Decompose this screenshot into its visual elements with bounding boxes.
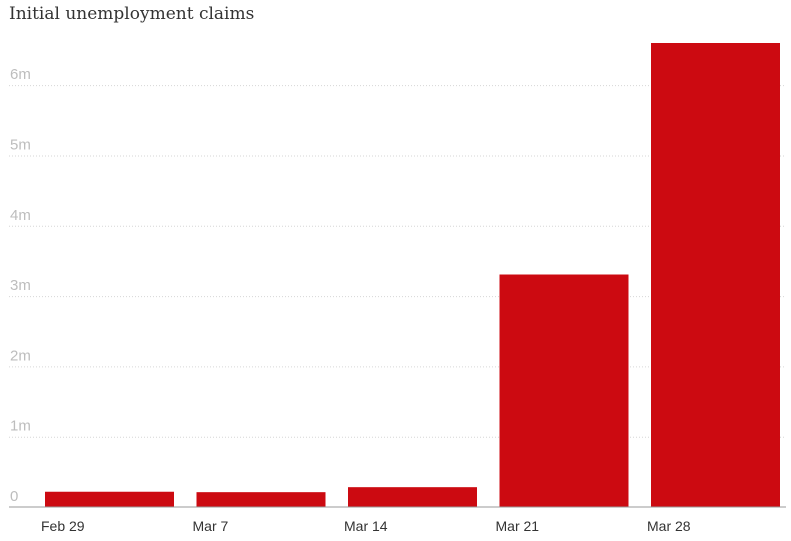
- x-tick-label: Mar 7: [193, 518, 229, 534]
- bar: [348, 487, 477, 507]
- bar: [45, 491, 174, 507]
- gridlines: [9, 85, 786, 438]
- y-tick-label: 4m: [10, 207, 31, 224]
- x-tick-label: Mar 14: [344, 518, 388, 534]
- y-tick-labels: 0 1m 2m 3m 4m 5m 6m: [10, 66, 31, 505]
- chart-title: Initial unemployment claims: [9, 4, 255, 24]
- y-tick-label: 6m: [10, 66, 31, 83]
- bars: [45, 43, 780, 507]
- bar: [651, 43, 780, 507]
- x-tick-label: Mar 21: [496, 518, 540, 534]
- x-tick-label: Feb 29: [41, 518, 85, 534]
- y-tick-label: 2m: [10, 347, 31, 364]
- x-tick-label: Mar 28: [647, 518, 691, 534]
- bar: [196, 492, 326, 507]
- y-tick-label: 3m: [10, 277, 31, 294]
- y-tick-label: 0: [10, 488, 18, 505]
- x-tick-labels: Feb 29 Mar 7 Mar 14 Mar 21 Mar 28: [41, 518, 691, 534]
- bar: [499, 274, 629, 507]
- y-tick-label: 5m: [10, 136, 31, 153]
- y-tick-label: 1m: [10, 418, 31, 435]
